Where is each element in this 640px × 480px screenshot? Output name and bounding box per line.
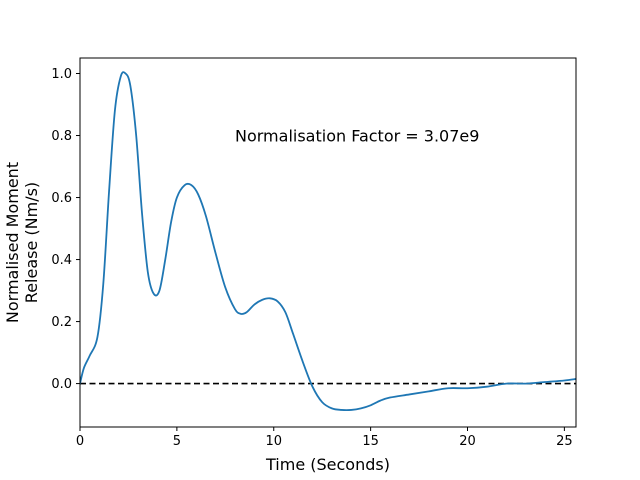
axes: 0 5 10 15 20 25 0.0 0.2 0.4 0.6 0.8 1.0 <box>51 57 577 449</box>
y-axis-label-line-1: Normalised Moment <box>3 162 22 323</box>
series-line-0 <box>80 71 576 412</box>
y-tick-label: 1.0 <box>51 67 72 82</box>
y-tick-label: 0.4 <box>51 253 72 268</box>
x-axis-label: Time (Seconds) <box>265 455 390 474</box>
x-tick-label: 20 <box>459 434 476 449</box>
y-tick-label: 0.8 <box>51 129 72 144</box>
normalisation-factor-annotation: Normalisation Factor = 3.07e9 <box>235 127 479 146</box>
x-tick-label: 5 <box>173 434 181 449</box>
y-axis-label-line-2: Release (Nm/s) <box>22 182 41 303</box>
y-tick-label: 0.6 <box>51 191 72 206</box>
x-tick-label: 10 <box>265 434 282 449</box>
x-tick-label: 25 <box>556 434 573 449</box>
plot-content <box>80 71 576 412</box>
x-tick-label: 0 <box>76 434 84 449</box>
y-tick-label: 0.2 <box>51 315 72 330</box>
axes-frame <box>79 57 577 428</box>
plot-area <box>80 71 576 412</box>
y-tick-label: 0.0 <box>51 377 72 392</box>
x-tick-label: 15 <box>362 434 379 449</box>
